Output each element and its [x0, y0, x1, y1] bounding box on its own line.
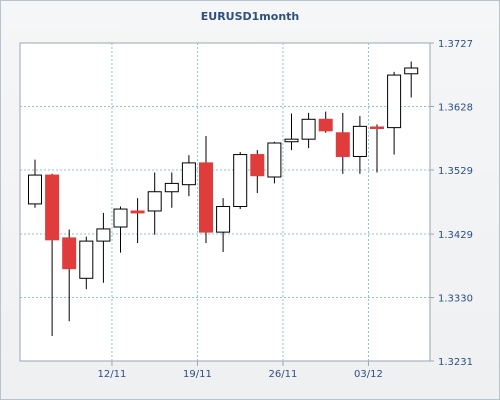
- candle: [113, 206, 128, 253]
- y-tick-label: 1.3727: [438, 39, 473, 50]
- candle: [45, 173, 60, 336]
- y-tick-label: 1.3330: [438, 294, 473, 305]
- candle-body-up: [387, 74, 402, 129]
- candle: [250, 150, 265, 194]
- candle: [28, 159, 42, 208]
- candle-body-up: [352, 125, 367, 157]
- y-tick-label: 1.3529: [438, 166, 473, 177]
- candle-body-down: [318, 118, 333, 132]
- y-tick-label: 1.3628: [438, 102, 473, 113]
- candle-body-down: [130, 210, 145, 214]
- candle-body-down: [250, 154, 265, 177]
- candle-body-down: [335, 132, 350, 157]
- candle: [130, 198, 145, 244]
- candle-body-up: [301, 118, 316, 140]
- candle: [284, 113, 299, 151]
- candle-body-up: [164, 182, 179, 193]
- candle-body-up: [267, 142, 282, 178]
- x-tick-label: 03/12: [354, 369, 383, 380]
- grid: [20, 43, 430, 361]
- candles: [28, 61, 419, 336]
- candle-body-down: [62, 237, 77, 270]
- candle-body-down: [199, 162, 213, 233]
- chart-title: EURUSD1month: [200, 10, 300, 23]
- candle: [404, 61, 419, 98]
- candle: [96, 212, 111, 283]
- candle-body-up: [404, 67, 419, 75]
- candle: [370, 124, 384, 173]
- candle-body-up: [96, 228, 111, 242]
- x-tick-label: 12/11: [98, 369, 127, 380]
- candle: [301, 112, 316, 149]
- candle-body-up: [113, 208, 128, 228]
- candle: [267, 141, 282, 184]
- candle-body-up: [147, 191, 162, 212]
- candle: [233, 151, 248, 210]
- x-tick-label: 19/11: [183, 369, 212, 380]
- y-tick-label: 1.3429: [438, 230, 473, 241]
- candle: [199, 135, 213, 244]
- x-tick-label: 26/11: [269, 369, 298, 380]
- candle: [79, 236, 94, 290]
- candle: [181, 155, 196, 197]
- candle-body-up: [216, 205, 231, 233]
- candle: [352, 116, 367, 174]
- candle-body-up: [79, 240, 94, 279]
- plot-area: [19, 42, 431, 362]
- candle-body-up: [28, 174, 42, 205]
- candle: [147, 172, 162, 235]
- candle: [335, 112, 350, 174]
- candle: [164, 172, 179, 208]
- candle-body-down: [370, 126, 384, 129]
- axes: 1.3231 1.3330 1.3429 1.3529 1.3628 1.3727 12/1…: [98, 39, 473, 380]
- candle: [62, 229, 77, 322]
- candle: [216, 198, 231, 253]
- candle-body-up: [181, 162, 196, 186]
- y-tick-label: 1.3231: [438, 357, 473, 368]
- candle-body-up: [233, 154, 248, 207]
- candle-body-up: [284, 138, 299, 143]
- candle: [387, 71, 402, 155]
- candle: [318, 111, 333, 133]
- candle-body-down: [45, 174, 60, 241]
